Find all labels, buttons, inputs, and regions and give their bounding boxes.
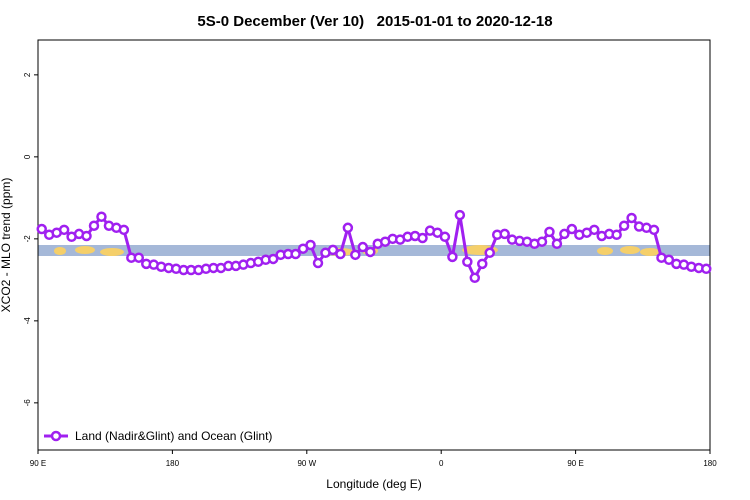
y-tick-label: -6: [23, 399, 32, 407]
data-point: [350, 249, 361, 261]
data-point: [589, 224, 600, 236]
data-point: [417, 232, 428, 244]
chart-title: 5S-0 December (Ver 10) 2015-01-01 to 202…: [197, 13, 552, 30]
data-point: [342, 222, 354, 234]
data-point: [462, 256, 473, 268]
data-point: [618, 220, 630, 231]
y-axis-label: XCO2 - MLO trend (ppm): [0, 178, 13, 313]
data-point: [81, 230, 92, 242]
data-point: [454, 209, 466, 221]
data-point: [88, 220, 100, 231]
data-point: [499, 228, 510, 240]
data-point: [312, 257, 324, 269]
data-point: [551, 238, 563, 250]
data-point: [133, 252, 145, 263]
legend-marker: [50, 430, 62, 442]
y-tick-label: 0: [23, 154, 32, 159]
data-point: [611, 229, 622, 240]
data-point: [335, 248, 346, 260]
data-point: [559, 228, 570, 240]
y-tick-label: -4: [23, 317, 32, 325]
data-point: [648, 224, 660, 236]
data-point: [365, 246, 376, 258]
data-point: [58, 224, 70, 236]
data-point: [626, 212, 637, 224]
x-tick-label: 90 W: [297, 459, 316, 468]
data-point: [118, 224, 130, 236]
x-axis-label: Longitude (deg E): [326, 477, 421, 491]
data-point: [327, 244, 339, 256]
data-point: [469, 272, 481, 284]
data-point: [290, 248, 301, 260]
y-tick-label: 2: [23, 72, 32, 77]
x-tick-label: 0: [439, 459, 444, 468]
legend-label: Land (Nadir&Glint) and Ocean (Glint): [75, 429, 272, 443]
data-point: [484, 247, 495, 259]
data-point: [305, 239, 316, 251]
data-point: [432, 227, 443, 238]
data-point: [663, 254, 675, 266]
data-point: [36, 223, 47, 235]
data-point: [566, 223, 578, 235]
plot-frame: [37, 39, 711, 451]
x-tick-label: 90 E: [567, 459, 583, 468]
data-point: [267, 253, 279, 265]
x-tick-label: 180: [166, 459, 180, 468]
data-point: [447, 251, 458, 263]
data-point: [439, 231, 451, 243]
data-point: [544, 226, 555, 238]
y-tick-label: -2: [23, 235, 32, 243]
data-point: [536, 236, 548, 247]
x-tick-label: 90 E: [30, 459, 46, 468]
data-point: [357, 241, 369, 253]
data-point: [477, 258, 488, 270]
data-point: [701, 263, 712, 275]
x-tick-label: 180: [703, 459, 717, 468]
data-point: [96, 211, 107, 222]
